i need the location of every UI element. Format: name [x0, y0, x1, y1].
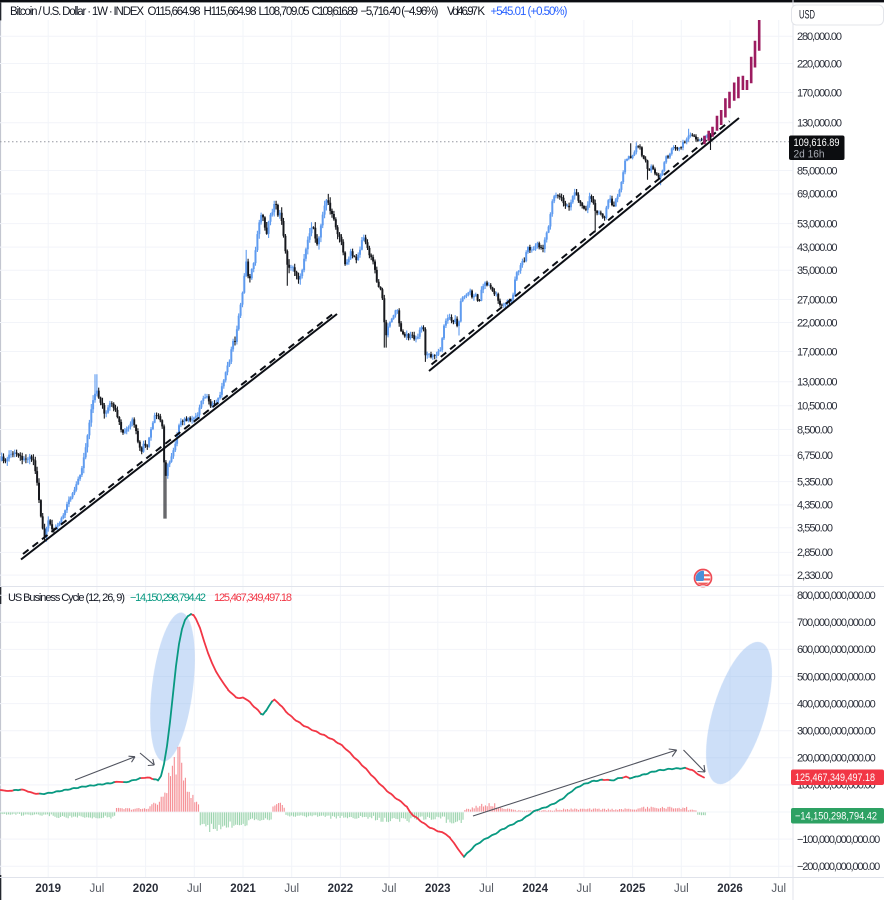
svg-text:2025: 2025: [620, 883, 646, 895]
svg-text:L108,709.05: L108,709.05: [259, 6, 310, 18]
svg-text:200,000,000,000.00: 200,000,000,000.00: [797, 753, 876, 765]
svg-text:6,750.00: 6,750.00: [797, 450, 833, 462]
svg-text:Jul: Jul: [284, 883, 299, 895]
svg-text:−100,000,000,000.00: −100,000,000,000.00: [797, 834, 880, 846]
svg-text:400,000,000,000.00: 400,000,000,000.00: [797, 698, 876, 710]
svg-text:170,000.00: 170,000.00: [797, 87, 842, 99]
svg-text:3,550.00: 3,550.00: [797, 523, 833, 535]
svg-text:C109,616.89: C109,616.89: [312, 6, 359, 18]
svg-text:2d 16h: 2d 16h: [794, 149, 825, 161]
svg-text:8,500.00: 8,500.00: [797, 424, 833, 436]
svg-text:13,000.00: 13,000.00: [797, 377, 838, 389]
svg-text:2022: 2022: [328, 883, 354, 895]
svg-text:O115,664.98: O115,664.98: [148, 6, 201, 18]
svg-text:Jul: Jul: [577, 883, 592, 895]
svg-text:2024: 2024: [522, 883, 548, 895]
svg-text:27,000.00: 27,000.00: [797, 294, 838, 306]
svg-text:−14,150,298,794.42: −14,150,298,794.42: [795, 811, 877, 823]
svg-text:130,000.00: 130,000.00: [797, 118, 842, 130]
svg-text:43,000.00: 43,000.00: [797, 242, 838, 254]
svg-text:300,000,000,000.00: 300,000,000,000.00: [797, 726, 876, 738]
svg-text:Bitcoin / U.S. Dollar · 1W · I: Bitcoin / U.S. Dollar · 1W · INDEX: [10, 6, 144, 18]
svg-text:−5,716.40 (−4.96%): −5,716.40 (−4.96%): [361, 6, 439, 18]
svg-text:5,350.00: 5,350.00: [797, 476, 833, 488]
svg-text:85,000.00: 85,000.00: [797, 165, 838, 177]
svg-text:US Business Cycle (12, 26, 9): US Business Cycle (12, 26, 9): [8, 592, 125, 604]
svg-text:4,350.00: 4,350.00: [797, 500, 833, 512]
svg-text:Jul: Jul: [90, 883, 105, 895]
svg-text:2026: 2026: [717, 883, 743, 895]
svg-text:69,000.00: 69,000.00: [797, 189, 838, 201]
svg-text:800,000,000,000.00: 800,000,000,000.00: [797, 590, 876, 602]
svg-text:2023: 2023: [425, 883, 451, 895]
svg-text:2020: 2020: [133, 883, 159, 895]
svg-text:2019: 2019: [35, 883, 61, 895]
svg-text:H115,664.98: H115,664.98: [204, 6, 257, 18]
svg-text:109,616.89: 109,616.89: [794, 137, 840, 149]
svg-text:700,000,000,000.00: 700,000,000,000.00: [797, 617, 876, 629]
svg-text:Jul: Jul: [771, 883, 786, 895]
svg-text:280,000.00: 280,000.00: [797, 31, 842, 43]
svg-text:Vol46.97 K: Vol46.97 K: [447, 6, 485, 18]
svg-text:125,467,349,497.18: 125,467,349,497.18: [214, 592, 292, 604]
svg-text:2,330.00: 2,330.00: [797, 570, 833, 582]
svg-text:35,000.00: 35,000.00: [797, 265, 838, 277]
svg-text:53,000.00: 53,000.00: [797, 218, 838, 230]
svg-text:USD: USD: [799, 10, 815, 22]
svg-text:Jul: Jul: [674, 883, 689, 895]
svg-text:500,000,000,000.00: 500,000,000,000.00: [797, 671, 876, 683]
svg-text:Jul: Jul: [382, 883, 397, 895]
svg-text:125,467,349,497.18: 125,467,349,497.18: [795, 772, 875, 784]
svg-text:17,000.00: 17,000.00: [797, 346, 838, 358]
svg-text:Jul: Jul: [187, 883, 202, 895]
svg-text:−14,150,298,794.42: −14,150,298,794.42: [130, 592, 206, 604]
svg-text:2021: 2021: [230, 883, 256, 895]
svg-text:−200,000,000,000.00: −200,000,000,000.00: [797, 861, 880, 873]
svg-text:600,000,000,000.00: 600,000,000,000.00: [797, 644, 876, 656]
svg-text:Jul: Jul: [479, 883, 494, 895]
svg-text:22,000.00: 22,000.00: [797, 317, 838, 329]
svg-text:2,850.00: 2,850.00: [797, 547, 833, 559]
svg-text:10,500.00: 10,500.00: [797, 401, 838, 413]
svg-text:+545.01 (+0.50%): +545.01 (+0.50%): [491, 6, 568, 18]
svg-text:220,000.00: 220,000.00: [797, 58, 842, 70]
